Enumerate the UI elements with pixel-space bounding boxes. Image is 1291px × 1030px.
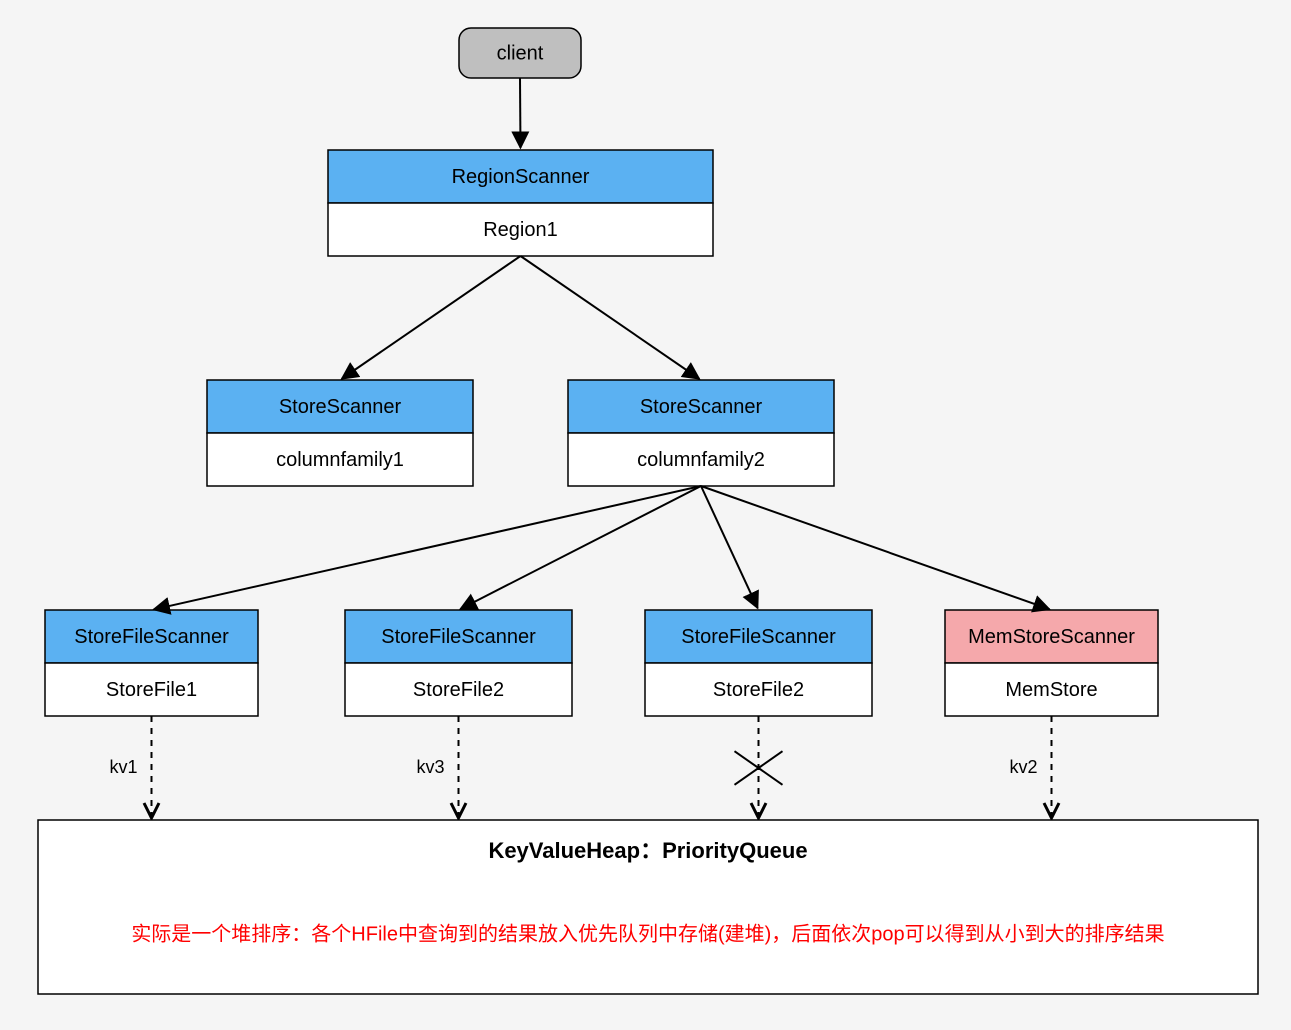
edge xyxy=(521,256,700,379)
sf2-node: StoreFileScanner StoreFile2 xyxy=(345,610,572,716)
edge xyxy=(701,486,1050,609)
edge xyxy=(460,486,701,609)
keyvalue-heap: KeyValueHeap：PriorityQueue 实际是一个堆排序：各个HFi… xyxy=(38,820,1258,994)
svg-text:columnfamily2: columnfamily2 xyxy=(637,449,765,471)
svg-text:StoreFileScanner: StoreFileScanner xyxy=(381,626,536,648)
svg-text:RegionScanner: RegionScanner xyxy=(452,166,590,188)
svg-text:StoreScanner: StoreScanner xyxy=(640,396,763,418)
svg-text:kv3: kv3 xyxy=(416,757,444,777)
sf1-node: StoreFileScanner StoreFile1 xyxy=(45,610,258,716)
region-node: RegionScanner Region1 xyxy=(328,150,713,256)
client-node: client xyxy=(459,28,581,78)
svg-text:实际是一个堆排序：各个HFile中查询到的结果放入优先队列中: 实际是一个堆排序：各个HFile中查询到的结果放入优先队列中存储(建堆)，后面依… xyxy=(131,922,1164,945)
store1-node: StoreScanner columnfamily1 xyxy=(207,380,473,486)
svg-text:client: client xyxy=(497,42,544,64)
svg-text:KeyValueHeap：PriorityQueue: KeyValueHeap：PriorityQueue xyxy=(488,838,807,863)
svg-text:StoreScanner: StoreScanner xyxy=(279,396,402,418)
sf3-node: StoreFileScanner StoreFile2 xyxy=(645,610,872,716)
svg-text:StoreFile2: StoreFile2 xyxy=(713,679,804,701)
svg-text:MemStore: MemStore xyxy=(1005,679,1097,701)
edge xyxy=(342,256,521,379)
svg-text:columnfamily1: columnfamily1 xyxy=(276,449,404,471)
svg-text:kv2: kv2 xyxy=(1009,757,1037,777)
svg-text:StoreFileScanner: StoreFileScanner xyxy=(681,626,836,648)
store2-node: StoreScanner columnfamily2 xyxy=(568,380,834,486)
svg-text:MemStoreScanner: MemStoreScanner xyxy=(968,626,1135,648)
edge xyxy=(701,486,758,608)
scanner-tree-diagram: client RegionScanner Region1 StoreScanner co… xyxy=(0,0,1291,1030)
svg-text:StoreFile2: StoreFile2 xyxy=(413,679,504,701)
edge xyxy=(153,486,701,610)
svg-text:Region1: Region1 xyxy=(483,219,558,241)
svg-text:StoreFileScanner: StoreFileScanner xyxy=(74,626,229,648)
svg-text:StoreFile1: StoreFile1 xyxy=(106,679,197,701)
svg-text:kv1: kv1 xyxy=(109,757,137,777)
mem-node: MemStoreScanner MemStore xyxy=(945,610,1158,716)
